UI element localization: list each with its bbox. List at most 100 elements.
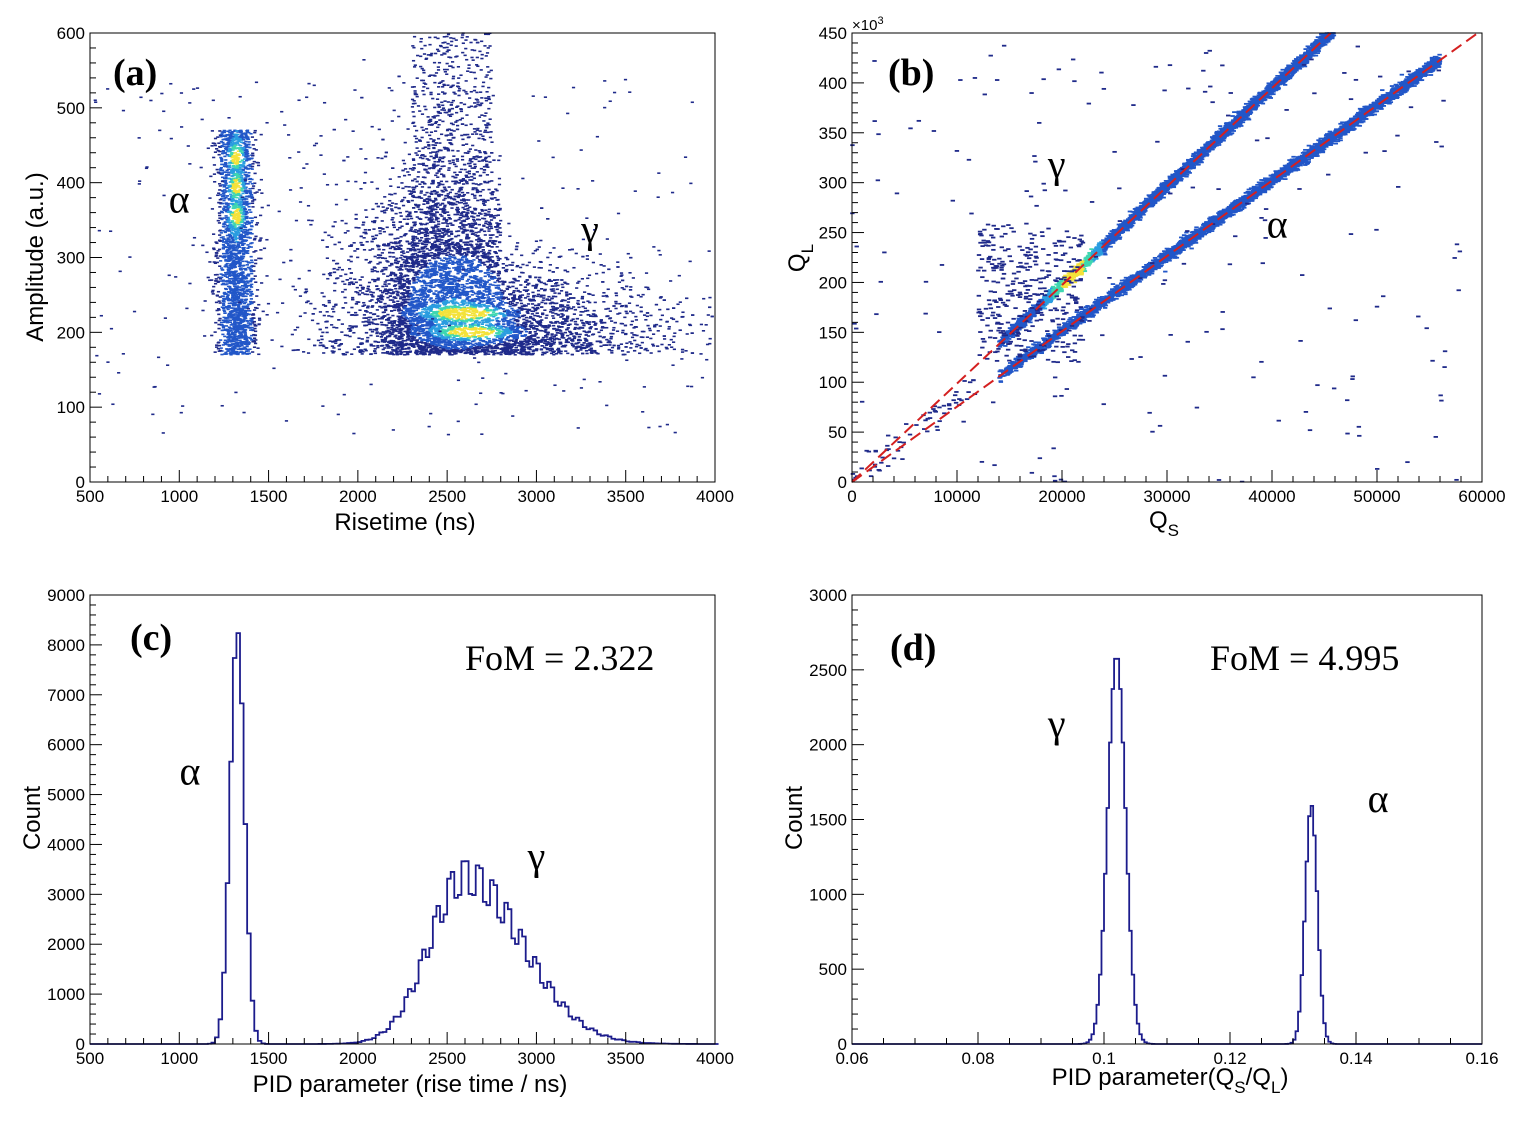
heatmap-cell	[232, 296, 235, 298]
heatmap-cell	[256, 307, 259, 309]
heatmap-cell	[239, 257, 242, 259]
heatmap-cell	[641, 342, 644, 344]
heatmap-cell	[238, 340, 241, 342]
heatmap-cell	[236, 194, 239, 196]
heatmap-cell	[226, 297, 229, 299]
heatmap-cell	[220, 141, 223, 143]
heatmap-cell	[250, 286, 253, 288]
heatmap-cell	[228, 313, 231, 315]
heatmap-cell	[223, 321, 226, 323]
heatmap-cell	[585, 321, 588, 323]
heatmap-cell	[254, 263, 257, 265]
heatmap-cell	[229, 236, 232, 238]
heatmap-cell	[233, 142, 236, 144]
heatmap-cell	[384, 281, 387, 283]
heatmap-cell	[633, 334, 636, 336]
heatmap-cell	[235, 318, 238, 320]
heatmap-cell	[447, 193, 450, 195]
heatmap-cell	[218, 189, 221, 191]
heatmap-cell	[224, 148, 227, 150]
heatmap-cell	[220, 232, 223, 234]
heatmap-cell	[224, 266, 227, 268]
heatmap-cell	[237, 206, 240, 208]
heatmap-cell	[402, 82, 405, 84]
heatmap-cell	[632, 312, 635, 314]
heatmap-cell	[579, 349, 582, 351]
heatmap-cell	[233, 174, 236, 176]
heatmap-cell	[247, 237, 250, 239]
heatmap-cell	[219, 199, 222, 201]
heatmap-cell	[217, 192, 220, 194]
heatmap-cell	[239, 293, 242, 295]
heatmap-cell	[226, 337, 229, 339]
heatmap-cell	[333, 290, 336, 292]
heatmap-cell	[409, 322, 412, 324]
heatmap-cell	[205, 251, 208, 253]
heatmap-cell	[642, 294, 645, 296]
heatmap-cell	[235, 130, 238, 132]
heatmap-cell	[221, 295, 224, 297]
heatmap-cell	[240, 188, 243, 190]
heatmap-cell	[214, 274, 217, 276]
heatmap-cell	[214, 151, 217, 153]
heatmap-cell	[543, 309, 546, 311]
heatmap-cell	[352, 325, 355, 327]
heatmap-cell	[487, 353, 490, 355]
heatmap-cell	[382, 349, 385, 351]
heatmap-cell	[240, 209, 243, 211]
heatmap-cell	[612, 329, 615, 331]
heatmap-cell	[226, 229, 229, 231]
heatmap-cell	[234, 239, 237, 241]
heatmap-cell	[221, 212, 224, 214]
heatmap-cell	[216, 310, 219, 312]
heatmap-cell	[265, 239, 268, 241]
heatmap-cell	[554, 283, 557, 285]
heatmap-cell	[251, 166, 254, 168]
heatmap-cell	[470, 290, 473, 292]
heatmap-cell	[615, 295, 618, 297]
heatmap-cell	[234, 291, 237, 293]
heatmap-cell	[231, 157, 234, 159]
heatmap-cell	[258, 189, 261, 191]
heatmap-cell	[461, 225, 464, 227]
heatmap-cell	[343, 297, 346, 299]
heatmap-cell	[344, 274, 347, 276]
heatmap-cell	[248, 348, 251, 350]
heatmap-cell	[246, 346, 249, 348]
heatmap-cell	[220, 347, 223, 349]
heatmap-cell	[252, 144, 255, 146]
heatmap-cell	[449, 253, 452, 255]
heatmap-cell	[333, 244, 336, 246]
heatmap-cell	[267, 205, 270, 207]
heatmap-cell	[550, 290, 553, 292]
heatmap-cell	[218, 154, 221, 156]
heatmap-cell	[332, 260, 335, 262]
heatmap-cell	[237, 147, 240, 149]
heatmap-cell	[434, 193, 437, 195]
heatmap-cell	[225, 325, 228, 327]
heatmap-cell	[228, 165, 231, 167]
heatmap-cell	[214, 283, 217, 285]
heatmap-cell	[228, 186, 231, 188]
heatmap-cell	[224, 312, 227, 314]
heatmap-cell	[625, 311, 628, 313]
heatmap-cell	[250, 278, 253, 280]
heatmap-cell	[562, 314, 565, 316]
heatmap-cell	[588, 323, 591, 325]
heatmap-cell	[352, 130, 355, 132]
heatmap-cell	[668, 344, 671, 346]
heatmap-cell	[238, 322, 241, 324]
heatmap-cell	[249, 285, 252, 287]
heatmap-cell	[244, 269, 247, 271]
heatmap-cell	[247, 172, 250, 174]
heatmap-cell	[222, 150, 225, 152]
heatmap-cell	[250, 246, 253, 248]
heatmap-cell	[245, 152, 248, 154]
heatmap-cell	[224, 197, 227, 199]
heatmap-cell	[397, 186, 400, 188]
heatmap-cell	[216, 257, 219, 259]
heatmap-cell	[231, 307, 234, 309]
heatmap-cell	[207, 147, 210, 149]
heatmap-cell	[453, 247, 456, 249]
heatmap-cell	[603, 265, 606, 267]
